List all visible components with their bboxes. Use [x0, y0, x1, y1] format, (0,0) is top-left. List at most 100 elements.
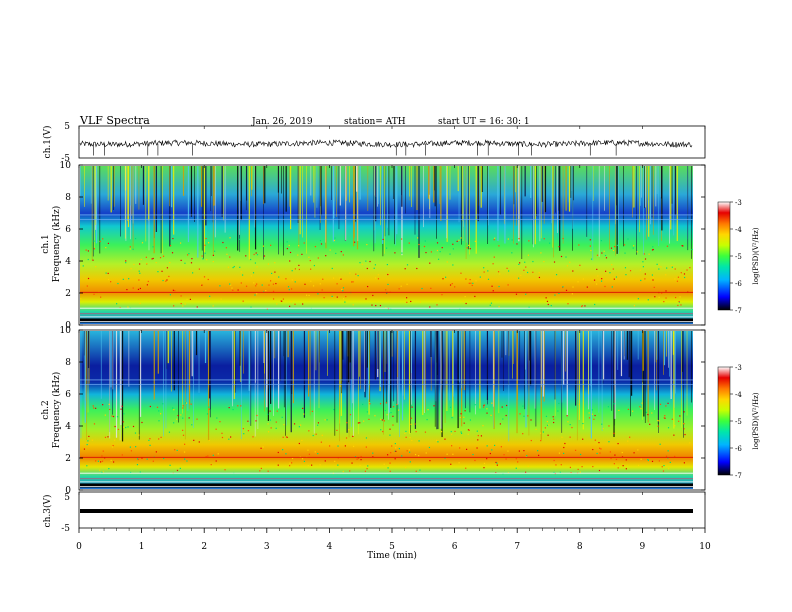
psd-speckle: [322, 278, 324, 280]
ch1-freq-ticks: 0 2 4 6 8 10: [60, 161, 705, 331]
psd-speckle: [400, 285, 402, 287]
psd-speckle: [380, 429, 382, 431]
psd-speckle: [184, 402, 187, 404]
psd-speckle: [108, 403, 110, 405]
psd-speckle: [652, 248, 654, 251]
psd-speckle: [320, 243, 323, 245]
psd-speckle: [476, 447, 478, 449]
psd-speckle: [125, 260, 127, 262]
psd-speckle: [168, 275, 170, 278]
psd-speckle: [565, 289, 568, 291]
psd-speckle: [180, 302, 182, 305]
psd-speckle: [401, 455, 403, 457]
psd-speckle: [314, 245, 317, 248]
psd-speckle: [250, 275, 252, 277]
psd-speckle: [138, 434, 140, 436]
psd-speckle: [372, 456, 374, 458]
psd-speckle: [362, 403, 364, 406]
psd-speckle: [151, 258, 153, 260]
psd-speckle: [416, 267, 418, 270]
psd-speckle: [437, 258, 440, 260]
psd-speckle: [240, 405, 242, 407]
psd-speckle: [272, 283, 275, 285]
psd-speckle: [130, 268, 132, 270]
psd-speckle: [410, 417, 413, 419]
psd-speckle: [260, 447, 262, 449]
psd-speckle: [470, 282, 472, 284]
psd-speckle: [215, 428, 217, 430]
psd-speckle: [518, 450, 520, 452]
psd-speckle: [101, 471, 103, 473]
time-tick-label: 5: [389, 542, 395, 552]
psd-speckle: [561, 436, 563, 438]
psd-speckle: [365, 298, 367, 300]
psd-speckle: [466, 247, 469, 249]
psd-speckle: [530, 419, 532, 421]
psd-speckle: [357, 275, 359, 277]
psd-speckle: [307, 465, 309, 467]
psd-speckle: [518, 238, 520, 240]
psd-speckle: [239, 266, 241, 268]
psd-speckle: [126, 288, 128, 291]
psd-speckle: [683, 423, 685, 425]
colorbar-tick-label: -3: [735, 199, 742, 207]
psd-speckle: [463, 416, 465, 418]
ch3-ytick-bottom: -5: [61, 524, 70, 534]
psd-speckle: [97, 460, 100, 462]
psd-speckle: [171, 252, 174, 254]
psd-speckle: [163, 457, 165, 460]
psd-speckle: [503, 454, 505, 456]
psd-speckle: [245, 285, 248, 287]
psd-speckle: [289, 465, 291, 467]
psd-speckle: [624, 252, 626, 254]
psd-speckle: [572, 286, 574, 288]
psd-speckle: [196, 418, 198, 420]
psd-speckle: [676, 280, 679, 282]
psd-speckle: [102, 471, 104, 473]
psd-speckle: [502, 473, 504, 475]
psd-speckle: [418, 243, 420, 246]
psd-speckle: [139, 263, 141, 265]
psd-speckle: [260, 467, 262, 470]
psd-speckle: [629, 436, 631, 438]
psd-speckle: [319, 283, 321, 285]
psd-speckle: [288, 244, 290, 247]
psd-speckle: [92, 259, 94, 261]
psd-speckle: [671, 418, 673, 420]
psd-speckle: [331, 295, 333, 297]
psd-speckle: [464, 410, 466, 412]
psd-speckle: [593, 279, 596, 281]
psd-speckle: [679, 296, 681, 298]
psd-speckle: [93, 423, 96, 425]
psd-speckle: [547, 424, 549, 426]
psd-speckle: [363, 420, 365, 422]
psd-speckle: [622, 465, 624, 467]
psd-speckle: [452, 248, 454, 250]
psd-speckle: [282, 298, 285, 300]
psd-speckle: [507, 284, 509, 286]
time-axis: 0 1 2 3 4 5 6 7 8 9 10: [76, 126, 711, 552]
psd-speckle: [410, 300, 412, 303]
psd-speckle: [184, 262, 186, 264]
freq-tick-label: 8: [65, 193, 71, 203]
psd-speckle: [354, 456, 357, 458]
psd-speckle: [261, 284, 263, 286]
psd-speckle: [608, 441, 610, 443]
time-tick-label: 8: [577, 542, 583, 552]
psd-speckle: [449, 406, 452, 408]
psd-speckle: [449, 253, 451, 255]
ch1-spectrogram-detail: [80, 166, 693, 323]
psd-speckle: [553, 418, 555, 420]
psd-speckle: [613, 432, 615, 434]
psd-speckle: [366, 243, 368, 246]
psd-speckle: [177, 414, 179, 417]
psd-speckle: [653, 286, 655, 289]
psd-speckle: [332, 277, 335, 279]
psd-speckle: [605, 257, 608, 259]
psd-speckle: [423, 245, 426, 248]
psd-speckle: [230, 284, 232, 286]
psd-speckle: [527, 415, 529, 417]
psd-speckle: [172, 407, 174, 409]
psd-speckle: [225, 247, 227, 249]
psd-speckle: [275, 282, 277, 285]
